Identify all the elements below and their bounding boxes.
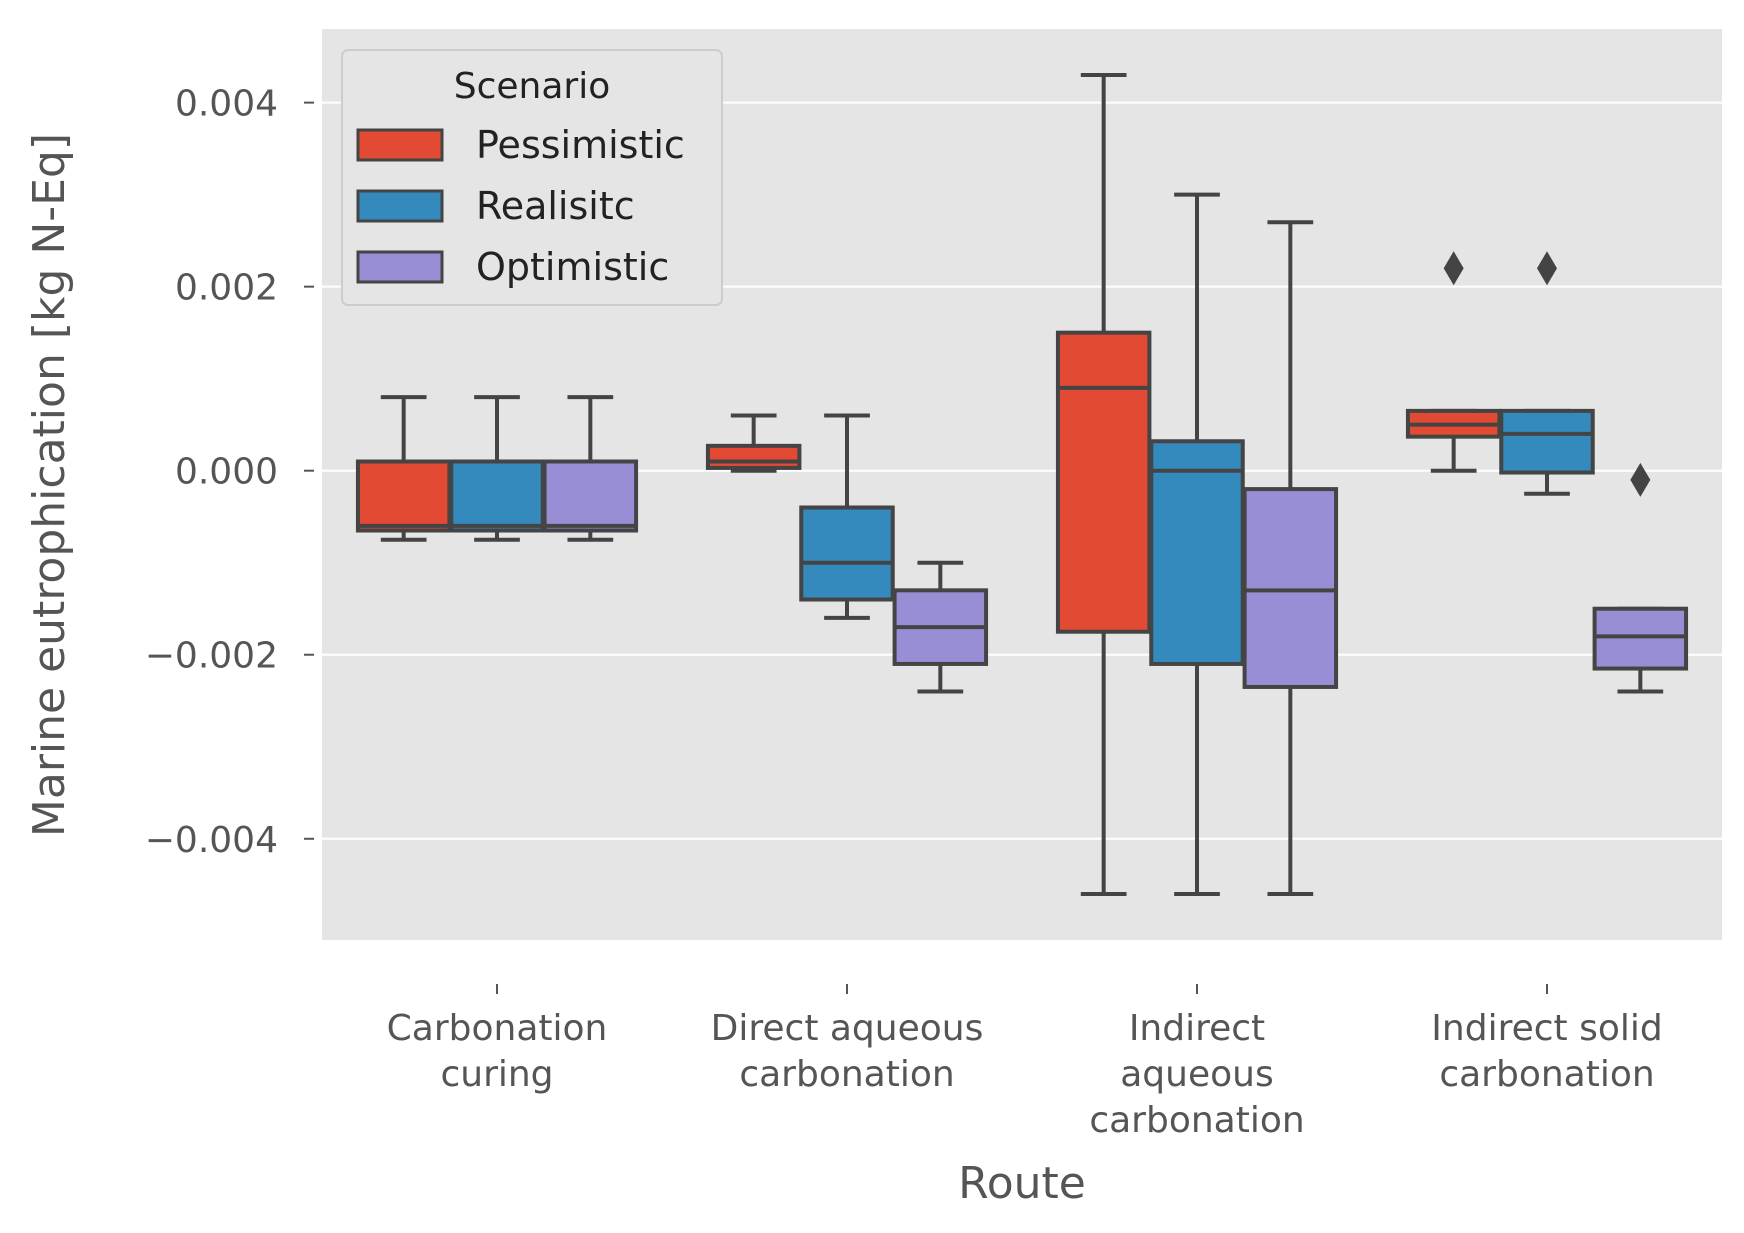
x-tick-label-line: carbonation bbox=[739, 1054, 954, 1095]
x-tick-label-line: Indirect solid bbox=[1431, 1008, 1662, 1049]
box-body bbox=[1055, 330, 1152, 634]
legend-label: Pessimistic bbox=[476, 123, 685, 167]
x-tick-label-line: carbonation bbox=[1089, 1100, 1304, 1141]
legend-title: Scenario bbox=[454, 66, 611, 107]
legend-swatch bbox=[356, 189, 444, 223]
box-body bbox=[449, 459, 545, 533]
x-tick-label-line: Carbonation bbox=[387, 1008, 608, 1049]
legend-label: Optimistic bbox=[476, 245, 669, 289]
y-axis-title: Marine eutrophication [kg N-Eq] bbox=[24, 133, 75, 837]
x-tick-label-line: Direct aqueous bbox=[711, 1008, 984, 1049]
box-body bbox=[1499, 408, 1595, 475]
x-tick-label-line: Indirect bbox=[1129, 1008, 1265, 1049]
legend-swatch bbox=[356, 128, 444, 162]
box-body bbox=[355, 459, 452, 533]
legend: Scenario Pessimistic Realisitc Optimistic bbox=[341, 49, 723, 306]
x-tick-label-line: aqueous bbox=[1120, 1054, 1273, 1095]
x-tick-label-line: curing bbox=[440, 1054, 553, 1095]
box-body bbox=[1149, 439, 1245, 666]
box-body bbox=[542, 459, 639, 533]
series-pessimistic bbox=[355, 73, 1502, 896]
box-body bbox=[799, 505, 895, 602]
box-body bbox=[705, 443, 802, 470]
x-tick-label: Indirect aqueous carbonation bbox=[1089, 1008, 1304, 1141]
outlier-point bbox=[1630, 462, 1651, 497]
box-series bbox=[355, 73, 1689, 896]
y-tick-label: 0.004 bbox=[175, 84, 278, 125]
box-body bbox=[1242, 487, 1339, 689]
legend-label: Realisitc bbox=[476, 184, 635, 228]
x-axis-title: Route bbox=[958, 1158, 1086, 1209]
legend-frame bbox=[341, 49, 723, 306]
y-axis: 0.004 0.002 0.000 −0.002 −0.004 bbox=[145, 84, 314, 861]
box-body bbox=[1592, 606, 1689, 671]
x-axis: Carbonation curing Direct aqueous carbonati… bbox=[387, 984, 1663, 1141]
y-tick-label: 0.002 bbox=[175, 268, 278, 309]
outlier-point bbox=[1443, 251, 1464, 286]
legend-swatch bbox=[356, 250, 444, 284]
series-realisitc bbox=[449, 192, 1595, 896]
x-tick-label: Direct aqueous carbonation bbox=[711, 1008, 984, 1095]
y-tick-label: −0.002 bbox=[145, 636, 278, 677]
x-tick-label: Indirect solid carbonation bbox=[1431, 1008, 1662, 1095]
series-optimistic bbox=[542, 220, 1689, 896]
x-tick-label-line: carbonation bbox=[1439, 1054, 1654, 1095]
y-tick-label: −0.004 bbox=[145, 820, 278, 861]
x-tick-label: Carbonation curing bbox=[387, 1008, 608, 1095]
outlier-point bbox=[1537, 251, 1557, 286]
y-tick-label: 0.000 bbox=[175, 452, 278, 493]
